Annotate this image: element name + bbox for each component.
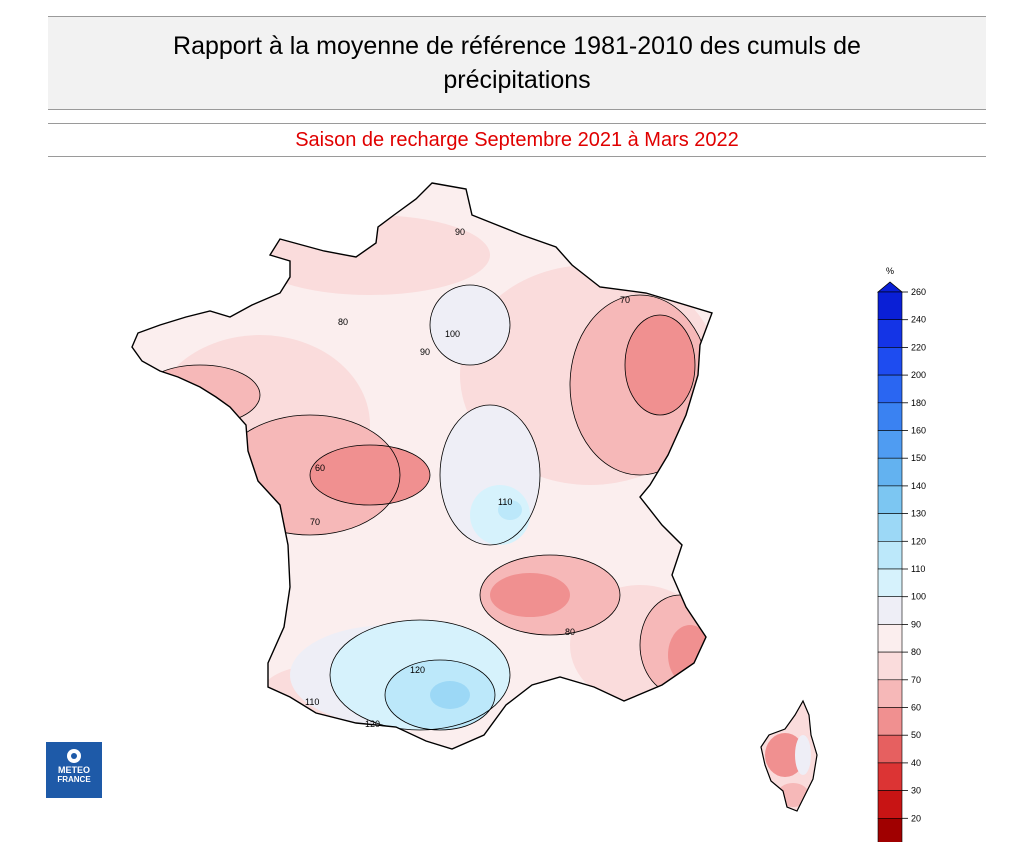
- isoline-label: 110: [498, 497, 512, 507]
- legend-tick-label: 60: [911, 703, 921, 713]
- legend-unit: %: [886, 266, 894, 276]
- legend-tick-label: 130: [911, 509, 926, 519]
- legend-swatch: [877, 762, 903, 791]
- logo-line1: METEO: [57, 765, 90, 775]
- corsica-coastline: [760, 699, 818, 812]
- isoline-label: 90: [420, 347, 430, 357]
- legend-tick-label: 180: [911, 398, 926, 408]
- legend-swatch: [877, 513, 903, 542]
- isoline-label: 120: [410, 665, 425, 675]
- map-subtitle: Saison de recharge Septembre 2021 à Mars…: [295, 128, 739, 151]
- legend-swatch: [877, 457, 903, 487]
- legend-tick-label: 240: [911, 315, 926, 325]
- legend-tick-label: 160: [911, 426, 926, 436]
- title-box: Rapport à la moyenne de référence 1981-2…: [48, 16, 986, 110]
- isoline-label: 70: [620, 295, 630, 305]
- precipitation-field: [132, 183, 712, 749]
- legend-swatch: [877, 568, 903, 598]
- legend-swatch: [877, 374, 903, 404]
- meteo-france-logo: METEO FRANCE: [46, 742, 102, 798]
- legend-tick-label: 70: [911, 675, 921, 685]
- legend-colorbar: % 260 240 220 200 180 160 150 140 130 120 110 100 90…: [876, 266, 926, 842]
- legend-swatch: [877, 319, 903, 348]
- legend-swatch: [877, 679, 903, 708]
- legend-swatch: [877, 540, 903, 570]
- legend-tick-label: 100: [911, 592, 926, 602]
- legend-tick-label: 120: [911, 536, 926, 546]
- isoline-label: 70: [310, 517, 320, 527]
- legend-tick-label: 50: [911, 730, 921, 740]
- legend-swatch: [877, 790, 903, 819]
- legend-swatch: [877, 347, 903, 376]
- legend-swatch: [877, 596, 903, 625]
- france-precipitation-map: 90 80 100 70 110 120 60 70 110 120 80 90: [131, 182, 713, 750]
- legend-arrow-top: [876, 281, 904, 293]
- legend-tick-label: 110: [911, 564, 925, 574]
- legend-swatch: [877, 707, 903, 736]
- legend-tick-label: 90: [911, 619, 921, 629]
- legend-tick-label: 150: [911, 453, 926, 463]
- logo-mark: [67, 749, 81, 763]
- isoline-label: 90: [455, 227, 465, 237]
- legend-tick-label: 30: [911, 786, 921, 796]
- logo-line2: FRANCE: [57, 775, 91, 784]
- legend-tick-label: 20: [911, 813, 921, 823]
- subtitle-box: Saison de recharge Septembre 2021 à Mars…: [48, 123, 986, 157]
- legend-swatch: [877, 734, 903, 764]
- isoline-label: 80: [565, 627, 575, 637]
- legend-tick-label: 260: [911, 287, 926, 297]
- map-title: Rapport à la moyenne de référence 1981-2…: [173, 32, 861, 94]
- isoline-label: 110: [305, 697, 319, 707]
- legend-swatch: [877, 291, 903, 321]
- france-coastline: [131, 182, 713, 750]
- isoline-label: 80: [338, 317, 348, 327]
- legend-tick-label: 80: [911, 647, 921, 657]
- legend-swatch: [877, 430, 903, 459]
- legend-tick-label: 200: [911, 370, 926, 380]
- legend-swatch: [877, 651, 903, 681]
- isoline-label: 100: [445, 329, 460, 339]
- legend-swatch: [877, 402, 903, 431]
- legend-tick-label: 140: [911, 481, 926, 491]
- legend-swatch: [877, 817, 903, 842]
- legend-tick-label: 220: [911, 342, 926, 352]
- legend-swatch: [877, 485, 903, 514]
- corsica-map: [760, 699, 818, 812]
- legend-swatch: [877, 624, 903, 653]
- isoline-label: 60: [315, 463, 325, 473]
- legend-tick-label: 40: [911, 758, 921, 768]
- isoline-label: 120: [365, 719, 380, 729]
